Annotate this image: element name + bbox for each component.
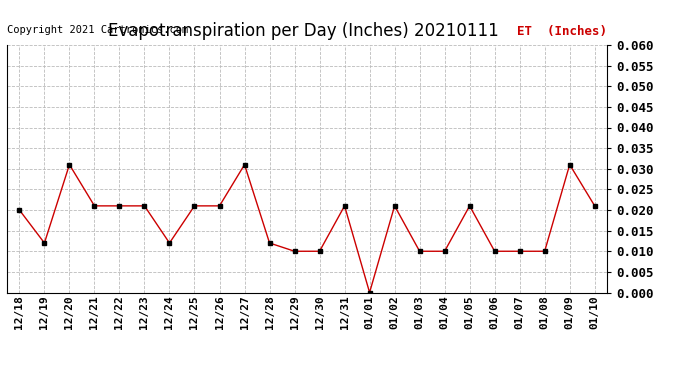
Text: ET  (Inches): ET (Inches) [518, 25, 607, 38]
Text: Evapotranspiration per Day (Inches) 20210111: Evapotranspiration per Day (Inches) 2021… [108, 22, 499, 40]
Text: Copyright 2021 Cartronics.com: Copyright 2021 Cartronics.com [7, 25, 188, 35]
